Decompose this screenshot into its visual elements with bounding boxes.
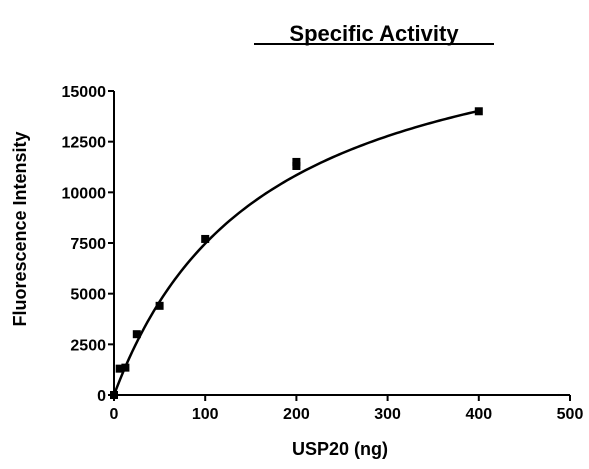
y-axis-label: Fluorescence Intensity <box>10 131 30 326</box>
data-point <box>155 301 164 310</box>
data-point <box>110 391 118 399</box>
data-point <box>474 107 483 116</box>
data-point <box>292 161 301 170</box>
y-tick-label: 10000 <box>62 185 107 202</box>
fit-curve <box>112 109 480 396</box>
x-axis-label: USP20 (ng) <box>292 439 388 459</box>
x-tick-label: 0 <box>110 406 119 423</box>
x-tick-label: 400 <box>465 406 492 423</box>
chart-title: Specific Activity <box>289 21 459 46</box>
axes: 0 100 200 300 400 500025005000750010000125001… <box>62 84 584 423</box>
data-point <box>292 157 301 166</box>
x-tick-label: 300 <box>374 406 401 423</box>
y-tick-label: 12500 <box>62 135 107 152</box>
x-tick-label: 500 <box>557 406 584 423</box>
data-point <box>132 330 141 339</box>
y-tick-label: 15000 <box>62 84 107 101</box>
y-tick-label: 5000 <box>70 287 106 304</box>
data-points <box>110 107 483 399</box>
data-point <box>121 363 130 372</box>
y-tick-label: 0 <box>97 388 106 405</box>
data-point <box>201 234 210 243</box>
data-point <box>115 364 124 373</box>
y-tick-label: 7500 <box>70 236 106 253</box>
y-tick-label: 2500 <box>70 337 106 354</box>
fit-curve-group <box>112 109 480 396</box>
x-tick-label: 100 <box>192 406 219 423</box>
x-tick-label: 200 <box>283 406 310 423</box>
